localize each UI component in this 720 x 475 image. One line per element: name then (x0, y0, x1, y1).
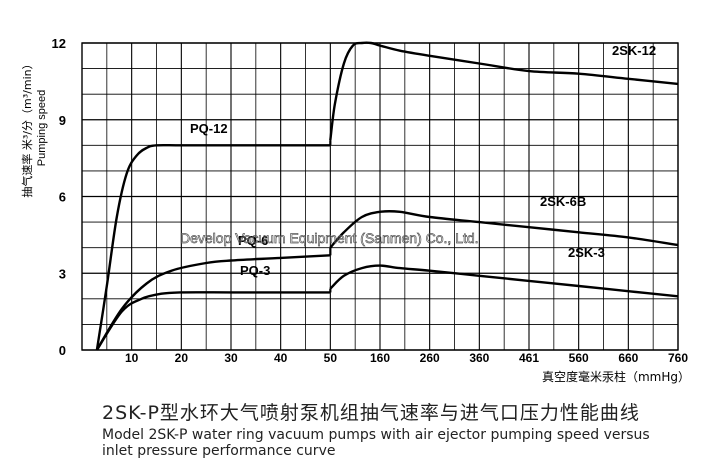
x-tick-label: 461 (519, 351, 539, 365)
y-axis-label-chinese: 抽气速率 米³/分（m³/min） (20, 58, 34, 197)
x-tick-label: 660 (618, 351, 638, 365)
x-tick-label: 30 (224, 351, 238, 365)
curve-2sk-3 (329, 264, 679, 298)
series-label-2sk-3: 2SK-3 (568, 245, 605, 260)
x-tick-label: 760 (668, 351, 688, 365)
y-axis-label-english: Pumping speed (36, 90, 48, 166)
series-label-pq-3: PQ-3 (240, 263, 270, 278)
series-label-2sk-12: 2SK-12 (612, 43, 656, 58)
series-label-pq-6: PQ-6 (238, 233, 268, 248)
chart-caption-english-line1: Model 2SK-P water ring vacuum pumps with… (102, 427, 650, 443)
chart-curves (95, 41, 679, 351)
x-tick-label: 20 (175, 351, 189, 365)
watermark-text: Develop Vacuum Equipment (Sanmen) Co., L… (180, 230, 479, 246)
x-tick-label: 40 (274, 351, 288, 365)
x-tick-label: 560 (569, 351, 589, 365)
chart-caption-english-line2: inlet pressure performance curve (102, 443, 336, 459)
y-tick-label: 6 (59, 190, 66, 205)
y-tick-label: 3 (59, 266, 66, 281)
chart-caption-english: Model 2SK-P water ring vacuum pumps with… (102, 427, 662, 459)
chart-labels: 10 20 30 40 50 160 260 360 461 560 660 760 0 3 6 9 12 真空度… (20, 36, 690, 384)
series-label-pq-12: PQ-12 (190, 121, 228, 136)
performance-chart: 10 20 30 40 50 160 260 360 461 560 660 760 0 3 6 9 12 真空度… (20, 36, 690, 384)
x-tick-label: 260 (420, 351, 440, 365)
curve-pq-3 (95, 291, 331, 351)
curve-pq-6 (95, 254, 331, 351)
y-tick-label: 12 (52, 36, 66, 51)
curve-pq-12 (95, 143, 331, 351)
chart-caption-chinese: 2SK-P型水环大气喷射泵机组抽气速率与进气口压力性能曲线 (102, 402, 640, 424)
x-tick-label: 160 (370, 351, 390, 365)
x-tick-label: 10 (125, 351, 139, 365)
x-axis-label: 真空度毫米汞柱（mmHg） (542, 369, 690, 384)
curve-2sk-12 (329, 41, 679, 141)
chart-grid (82, 42, 679, 351)
y-tick-label: 9 (59, 113, 66, 128)
y-tick-label: 0 (59, 343, 66, 358)
series-label-2sk-6b: 2SK-6B (540, 194, 586, 209)
x-tick-label: 360 (469, 351, 489, 365)
x-tick-label: 50 (324, 351, 338, 365)
plot-frame (81, 42, 679, 351)
curve-2sk-6b (329, 210, 679, 249)
